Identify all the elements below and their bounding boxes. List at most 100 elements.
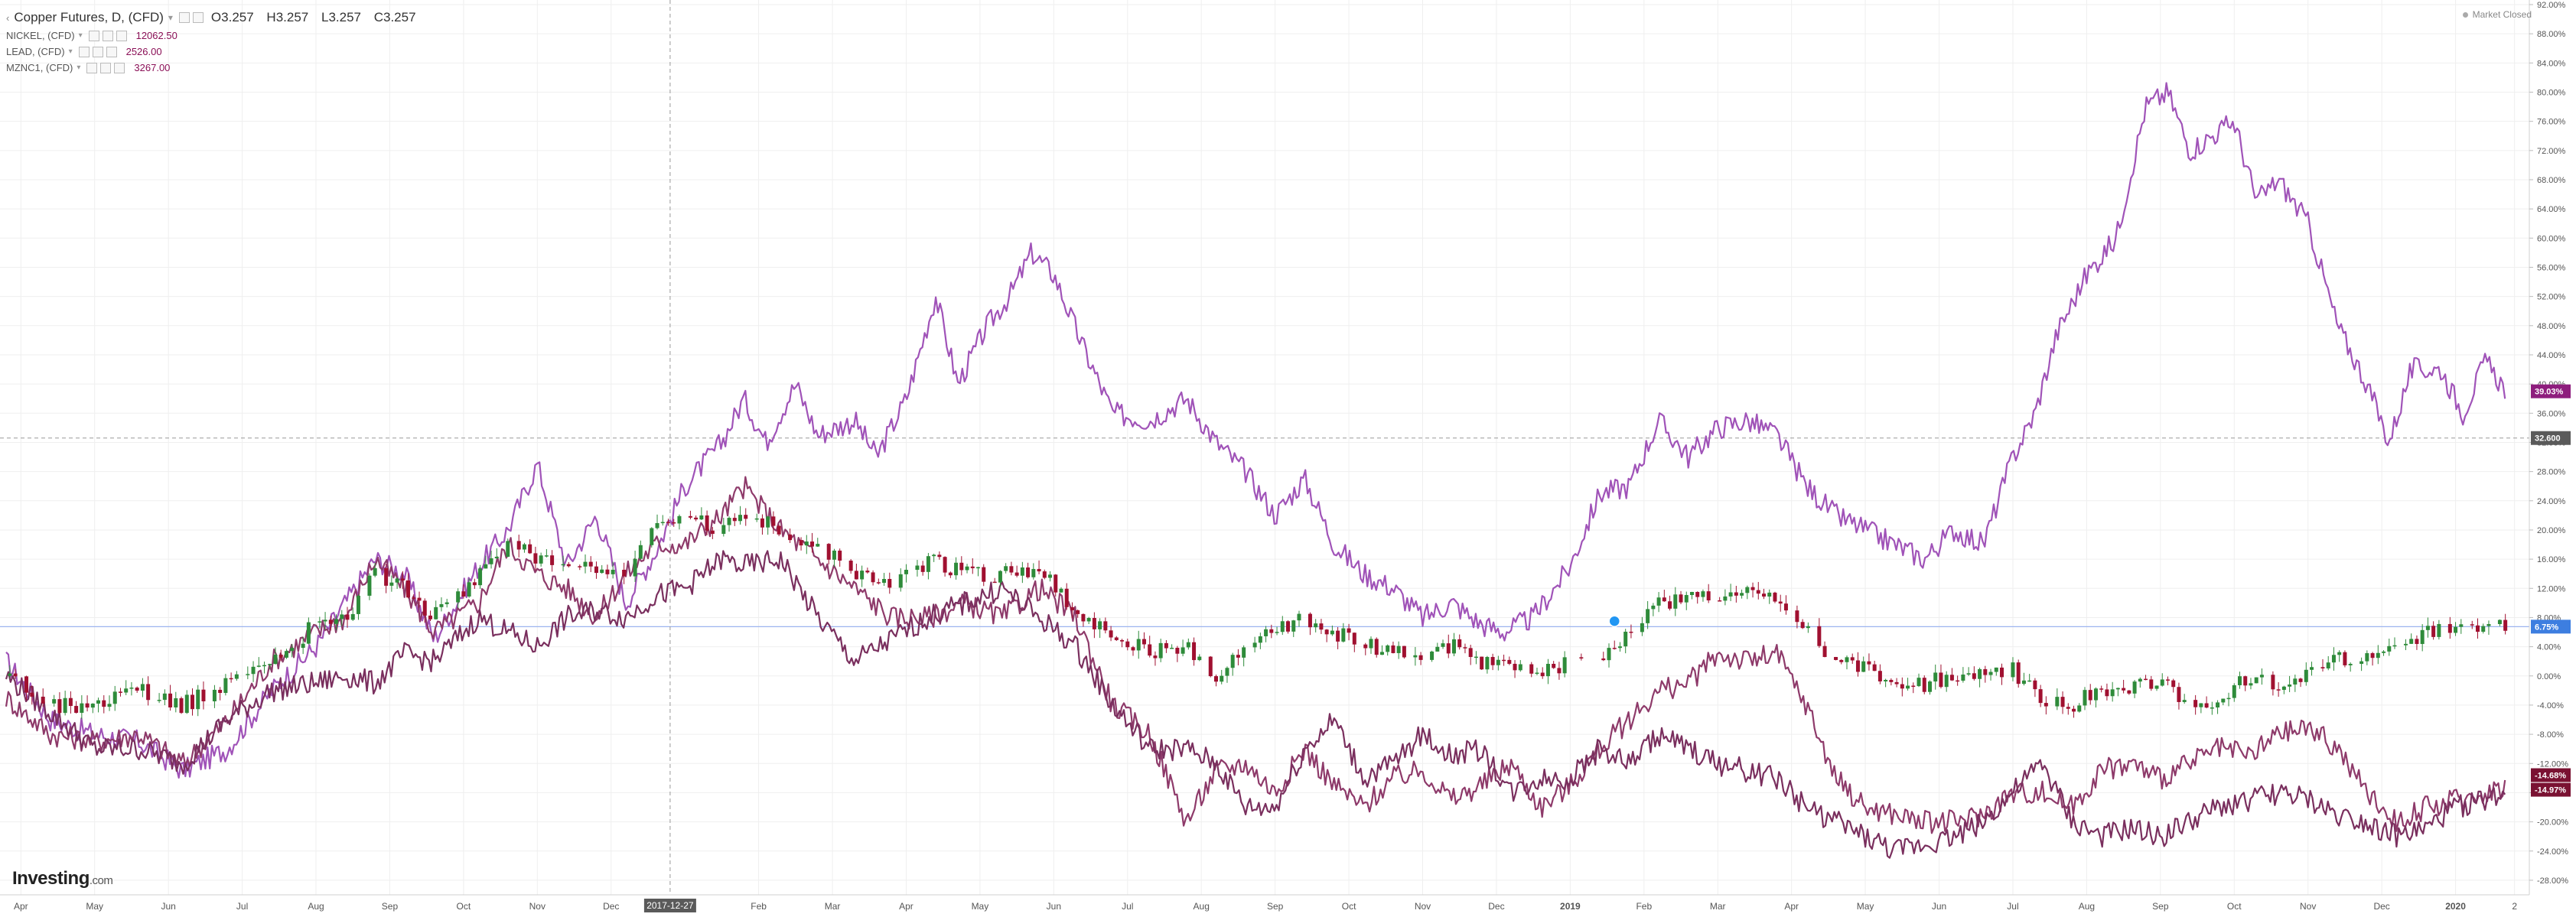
candle-body [2481,626,2486,632]
candle-body [118,691,122,693]
candle-body [1418,655,1423,660]
candle-body [721,525,726,535]
x-tick-label: Dec [1488,901,1504,912]
candle-body [1806,626,1810,629]
dropdown-icon[interactable]: ▾ [168,12,173,23]
candle-body [246,674,250,675]
candle-body [345,614,350,620]
candle-body [373,567,377,576]
candle-body [1949,675,1954,681]
candle-body [1291,620,1296,632]
close-icon[interactable] [116,30,127,41]
candle-body [472,582,477,586]
candle-body [1148,644,1152,656]
candle-body [2365,653,2369,662]
candle-body [1092,618,1096,629]
chevron-left-icon[interactable]: ‹ [6,11,10,24]
candle-body [1446,643,1451,654]
close-icon[interactable] [192,12,204,23]
eye-icon[interactable] [88,30,99,41]
candle-body [1706,591,1711,601]
candle-body [467,582,471,597]
candle-body [1718,600,1722,602]
candle-body [1258,636,1262,643]
candle-body [1834,657,1838,660]
event-marker-layer [1608,615,1620,627]
candle-body [112,691,117,704]
crosshair-date-box [643,899,696,912]
settings-icon[interactable] [100,62,112,73]
legend-ohlc: O3.257 H3.257 L3.257 C3.257 [211,10,425,25]
candle-body [848,561,853,571]
candle-body [190,694,194,710]
dropdown-icon[interactable]: ▾ [77,63,81,72]
candle-body [1612,648,1617,649]
tag-lead-label: -14.68% [2535,772,2566,781]
legend-overlay-buttons [88,30,127,41]
eye-icon[interactable] [78,46,90,57]
candle-body [1319,623,1324,630]
legend-overlay-zinc[interactable]: MZNC1, (CFD) ▾ 3267.00 [6,60,425,76]
y-tick-label: -4.00% [2537,701,2564,711]
candle-body [2420,629,2425,645]
dropdown-icon[interactable]: ▾ [78,31,83,40]
candle-body [1845,657,1849,662]
candle-body [1158,642,1163,658]
close-icon[interactable] [114,62,125,73]
candle-body [2177,687,2181,702]
candle-body [2238,676,2242,685]
last-value-tags: 39.03% 32.600 6.75% -14.68% -14.97% [2531,384,2571,797]
settings-icon[interactable] [102,30,113,41]
candle-body [1280,621,1285,632]
price-axis[interactable]: 92.00% 88.00% 84.00% 80.00% 76.00% 72.00% 68.0… [2529,0,2568,895]
candle-body [633,558,637,577]
candle-body [234,674,239,679]
candle-body [965,566,969,571]
x-tick-label: 2 [2512,901,2517,912]
time-axis[interactable]: Apr May Jun Jul Aug Sep Oct Nov Dec Feb Mar Apr May J… [0,894,2529,912]
y-tick-label: 12.00% [2537,584,2566,593]
candle-body [57,699,62,714]
dropdown-icon[interactable]: ▾ [68,47,73,56]
candle-body [611,569,615,574]
candle-body [1540,672,1545,677]
candle-body [2127,690,2131,694]
eye-icon[interactable] [86,62,98,73]
candle-body [13,673,18,677]
candle-body [904,570,908,574]
x-tick-label: 2020 [2445,901,2466,912]
candle-body [550,555,555,565]
settings-icon[interactable] [178,12,190,23]
candle-body [262,665,267,667]
candle-body [2437,623,2441,637]
candle-body [1917,678,1921,687]
event-marker-icon[interactable] [1608,615,1620,627]
candle-body [2348,664,2353,665]
candle-body [1225,668,1229,676]
candle-body [1042,571,1047,578]
candle-body [223,678,228,694]
settings-icon[interactable] [92,46,103,57]
x-tick-label: Feb [751,901,767,912]
candle-body [1972,673,1976,679]
candle-body [1850,657,1855,661]
candle-body [2387,645,2392,652]
candle-body [578,566,582,567]
candle-body [876,582,881,584]
candle-body [2459,624,2464,627]
legend-overlay-lead[interactable]: LEAD, (CFD) ▾ 2526.00 [6,44,425,60]
candle-body [384,567,389,586]
legend-overlay-name: LEAD, (CFD) [6,46,65,57]
y-tick-label: 60.00% [2537,234,2566,243]
legend-high: H3.257 [266,10,309,24]
legend-main-row[interactable]: ‹ Copper Futures, D, (CFD) ▾ O3.257 H3.2… [6,8,425,28]
candle-body [2072,708,2076,712]
legend-overlay-nickel[interactable]: NICKEL, (CFD) ▾ 12062.50 [6,28,425,44]
candle-body [1059,588,1063,593]
close-icon[interactable] [106,46,117,57]
candle-body [2403,643,2408,645]
candle-body [1054,574,1058,593]
tag-lead-box [2531,768,2571,782]
candle-body [417,597,422,601]
